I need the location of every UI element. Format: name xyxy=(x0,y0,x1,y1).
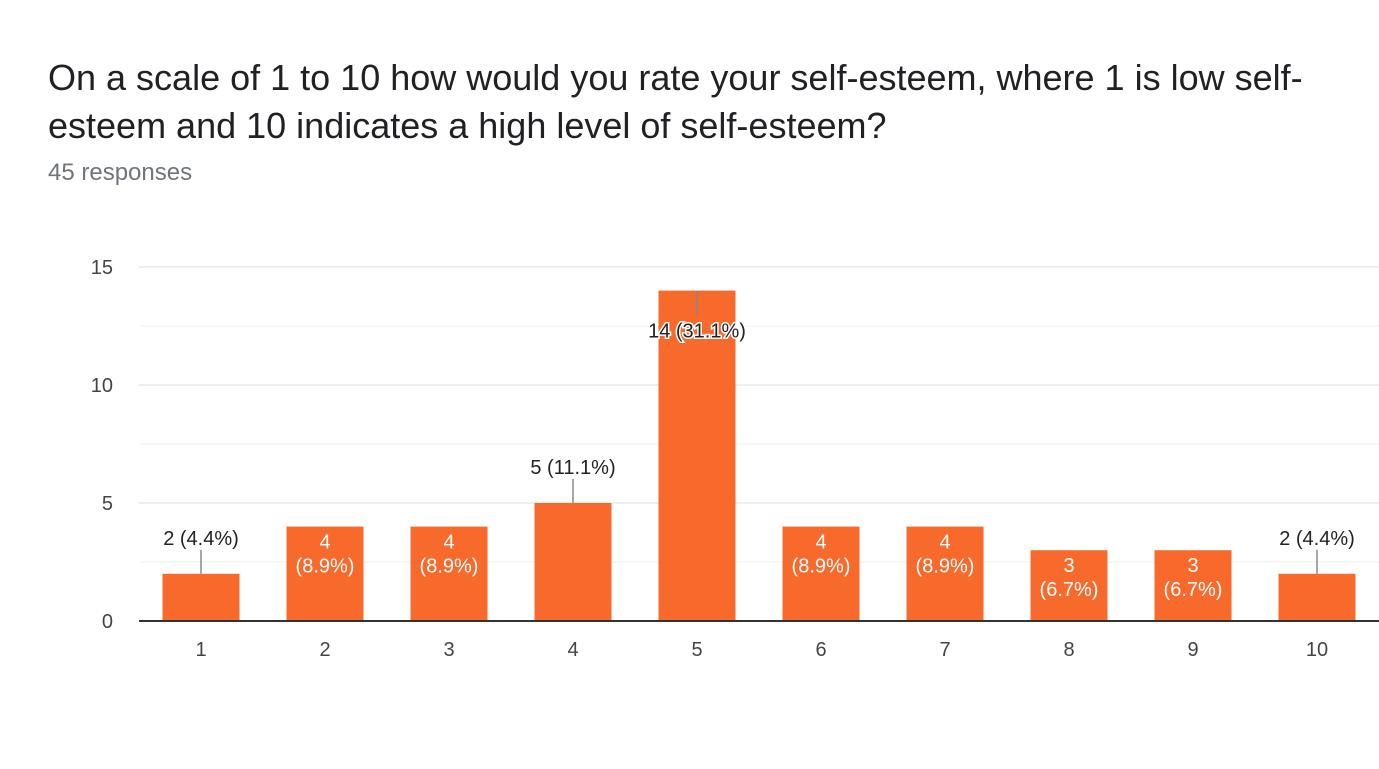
y-tick-label: 10 xyxy=(91,375,113,397)
data-label: 2 (4.4%) xyxy=(1279,528,1355,550)
y-tick-label: 15 xyxy=(91,257,113,279)
data-label: 5 (11.1%) xyxy=(530,457,615,479)
data-labels: 2 (4.4%) 4(8.9%)4(8.9%)5 (11.1%)14 (31.1%… xyxy=(163,290,1355,601)
bars xyxy=(162,290,1356,621)
data-label: 4 xyxy=(939,532,950,554)
x-axis-ticks: 1 2 3 4 5 6 7 8 9 10 xyxy=(195,639,1328,661)
y-tick-label: 0 xyxy=(102,611,113,633)
x-tick-label: 8 xyxy=(1063,639,1074,661)
response-count: 45 responses xyxy=(48,159,193,186)
x-tick-label: 7 xyxy=(939,639,950,661)
x-tick-label: 3 xyxy=(443,639,454,661)
bar xyxy=(1030,550,1108,621)
x-tick-label: 6 xyxy=(815,639,826,661)
x-tick-label: 2 xyxy=(319,639,330,661)
bar xyxy=(162,573,240,621)
question-title: On a scale of 1 to 10 how would you rate… xyxy=(48,57,1303,146)
y-tick-label: 5 xyxy=(102,493,113,515)
gridlines xyxy=(139,266,1379,563)
bar xyxy=(906,526,984,621)
data-label: 4 xyxy=(443,532,454,554)
data-label: 3 xyxy=(1187,555,1198,577)
bar xyxy=(286,526,364,621)
data-label: (8.9%) xyxy=(916,556,975,578)
x-tick-label: 10 xyxy=(1306,639,1328,661)
bar xyxy=(782,526,860,621)
data-label: (6.7%) xyxy=(1040,579,1099,601)
bar xyxy=(1154,550,1232,621)
bar xyxy=(534,503,612,621)
data-label: (8.9%) xyxy=(420,556,479,578)
x-tick-label: 9 xyxy=(1187,639,1198,661)
data-label: 14 (31.1%) xyxy=(648,321,746,343)
data-label: 2 (4.4%) xyxy=(163,528,239,550)
data-label: (8.9%) xyxy=(296,556,355,578)
data-label: (8.9%) xyxy=(792,556,851,578)
data-label: (6.7%) xyxy=(1164,579,1223,601)
bar xyxy=(410,526,488,621)
data-label: 4 xyxy=(815,532,826,554)
data-label: 3 xyxy=(1063,555,1074,577)
data-label: 4 xyxy=(319,532,330,554)
x-tick-label: 5 xyxy=(691,639,702,661)
bar xyxy=(1278,573,1356,621)
x-tick-label: 1 xyxy=(195,639,206,661)
x-tick-label: 4 xyxy=(567,639,578,661)
bar xyxy=(658,290,736,621)
y-axis-ticks: 0 5 10 15 xyxy=(91,257,113,633)
